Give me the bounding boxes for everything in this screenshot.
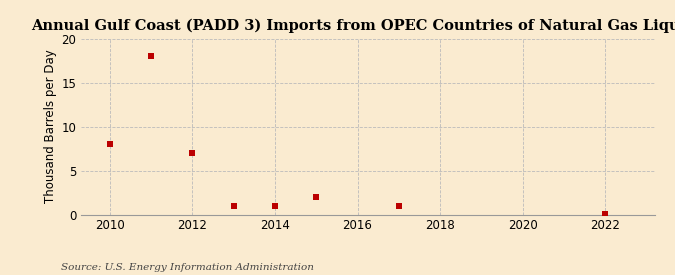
- Point: [311, 195, 322, 199]
- Title: Annual Gulf Coast (PADD 3) Imports from OPEC Countries of Natural Gas Liquids: Annual Gulf Coast (PADD 3) Imports from …: [32, 19, 675, 33]
- Point: [228, 204, 239, 208]
- Point: [394, 204, 404, 208]
- Point: [187, 151, 198, 155]
- Point: [105, 142, 115, 146]
- Point: [269, 204, 280, 208]
- Y-axis label: Thousand Barrels per Day: Thousand Barrels per Day: [44, 50, 57, 204]
- Point: [600, 212, 611, 216]
- Text: Source: U.S. Energy Information Administration: Source: U.S. Energy Information Administ…: [61, 263, 314, 272]
- Point: [146, 54, 157, 58]
